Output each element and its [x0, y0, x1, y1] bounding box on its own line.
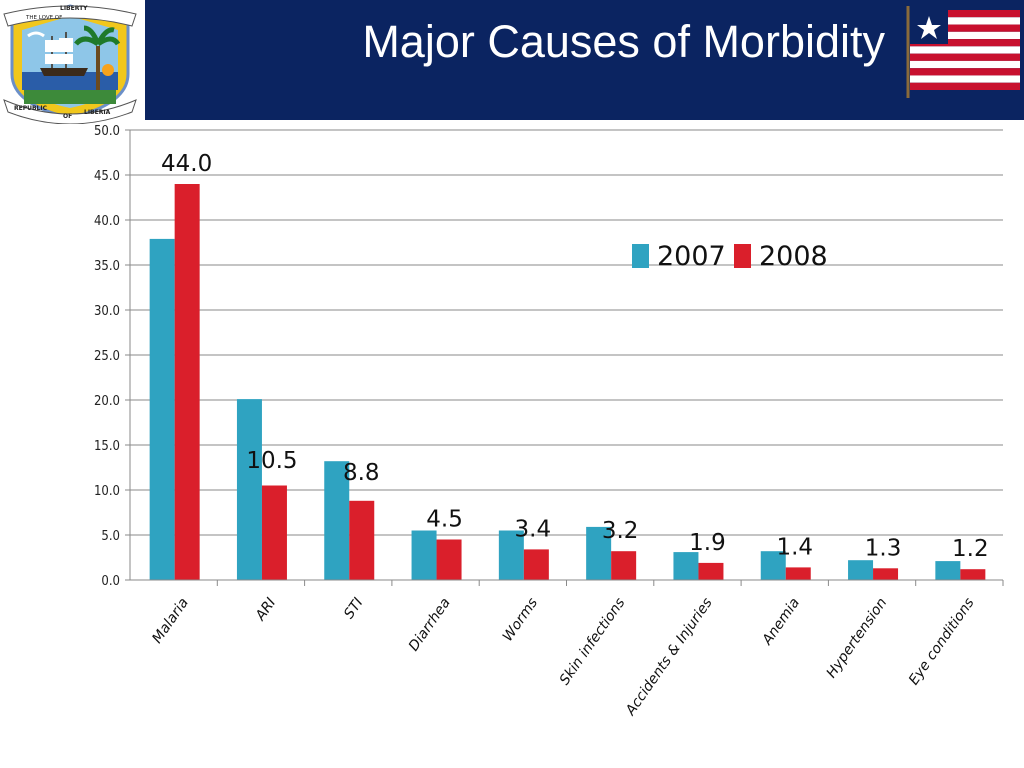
bar-2007-sti [324, 461, 350, 580]
legend-label-2008: 2008 [759, 241, 828, 272]
bar-2007-diarrhea [411, 530, 437, 580]
flag-stripe [910, 39, 1020, 47]
x-axis: Malaria ARI STI Diarrhea Worms Skin infection… [130, 579, 1004, 719]
y-tick-label: 10.0 [94, 484, 120, 499]
x-tick-label: Anemia [759, 595, 803, 649]
data-label: 4.5 [426, 507, 463, 533]
flag-stripe [910, 46, 1020, 54]
y-tick-label: 20.0 [94, 394, 120, 409]
y-axis: 0.0 5.0 10.0 15.0 20.0 25.0 30.0 35.0 40.0 45.0 50… [94, 124, 131, 589]
legend-label-2007: 2007 [657, 241, 726, 272]
bar-2007-malaria [149, 238, 175, 580]
bar-2008-sti [349, 500, 375, 580]
y-tick-label: 5.0 [101, 529, 120, 544]
morbidity-bar-chart: 0.0 5.0 10.0 15.0 20.0 25.0 30.0 35.0 40.0 45.0 50… [94, 124, 1004, 719]
seal-text-liberty: LIBERTY [60, 5, 88, 12]
data-label: 8.8 [343, 460, 380, 486]
x-tick-label: STI [341, 595, 366, 622]
data-label: 1.2 [952, 536, 989, 562]
bar-2008-diarrhea [436, 539, 462, 580]
y-tick-label: 25.0 [94, 349, 120, 364]
legend-swatch-2008 [734, 244, 751, 268]
x-tick-label: Hypertension [823, 595, 890, 681]
bar-2008-ari [261, 485, 287, 580]
x-tick-label: Eye conditions [906, 595, 978, 688]
y-tick-label: 30.0 [94, 304, 120, 319]
bar-2007-accidents-injuries [673, 552, 699, 580]
flag-stripe [910, 82, 1020, 90]
bar-2008-malaria [174, 184, 200, 580]
data-label: 44.0 [161, 151, 212, 177]
x-tick-label: Worms [500, 595, 541, 644]
x-tick-label: Skin infections [557, 595, 629, 688]
flag-stripe [910, 60, 1020, 69]
data-label: 1.3 [865, 535, 902, 561]
flag-stripe [910, 68, 1020, 76]
y-tick-label: 15.0 [94, 439, 120, 454]
flag-stripe [910, 24, 1020, 32]
seal-text-liberia: LIBERIA [84, 109, 111, 116]
data-label: 1.9 [689, 530, 726, 556]
bar-2008-accidents-injuries [698, 562, 724, 580]
seal-text-of: OF [63, 113, 72, 120]
bar-2007-eye-conditions [935, 561, 961, 580]
y-tick-label: 50.0 [94, 124, 120, 139]
y-tick-label: 35.0 [94, 259, 120, 274]
x-tick-label: Malaria [149, 595, 192, 646]
x-tick-label: ARI [252, 595, 279, 624]
data-labels: 44.0 10.5 8.8 4.5 3.4 3.2 1.9 1.4 1.3 1.2 [161, 151, 989, 562]
x-tick-label: Diarrhea [406, 595, 454, 654]
flag-stripe [910, 17, 1020, 25]
data-label: 10.5 [246, 448, 297, 474]
x-tick-label: Accidents & Injuries [622, 595, 715, 719]
y-tick-label: 0.0 [101, 574, 120, 589]
data-label: 1.4 [776, 534, 813, 560]
bar-2007-skin-infections [586, 526, 612, 580]
seal-text-republic: REPUBLIC [14, 105, 48, 112]
bar-2008-worms [523, 549, 549, 580]
bar-2008-hypertension [873, 568, 899, 580]
bars [149, 184, 986, 580]
page-title: Major Causes of Morbidity [362, 16, 885, 67]
seal-text-motto: THE LOVE OF [25, 15, 62, 21]
data-label: 3.4 [515, 516, 552, 542]
bar-2008-skin-infections [611, 551, 637, 580]
flag-stripe [910, 10, 1020, 18]
bar-2007-anemia [760, 551, 786, 580]
grid-lines [130, 129, 1003, 581]
liberia-seal-icon: THE LOVE OF LIBERTY REPUBLIC OF LIBERIA [3, 4, 137, 124]
bar-2007-ari [236, 399, 262, 580]
flag-stripe [910, 53, 1020, 61]
liberia-flag-icon [906, 6, 1020, 98]
bar-2007-hypertension [848, 560, 874, 580]
bar-2008-anemia [785, 567, 811, 580]
data-label: 3.2 [602, 518, 639, 544]
title-banner [145, 0, 1024, 120]
bar-2007-worms [498, 530, 524, 580]
legend-swatch-2007 [632, 244, 649, 268]
y-tick-label: 40.0 [94, 214, 120, 229]
flag-stripe [910, 31, 1020, 40]
flag-stripe [910, 75, 1020, 83]
legend: 2007 2008 [632, 241, 828, 272]
y-tick-label: 45.0 [94, 169, 120, 184]
bar-2008-eye-conditions [960, 569, 986, 580]
